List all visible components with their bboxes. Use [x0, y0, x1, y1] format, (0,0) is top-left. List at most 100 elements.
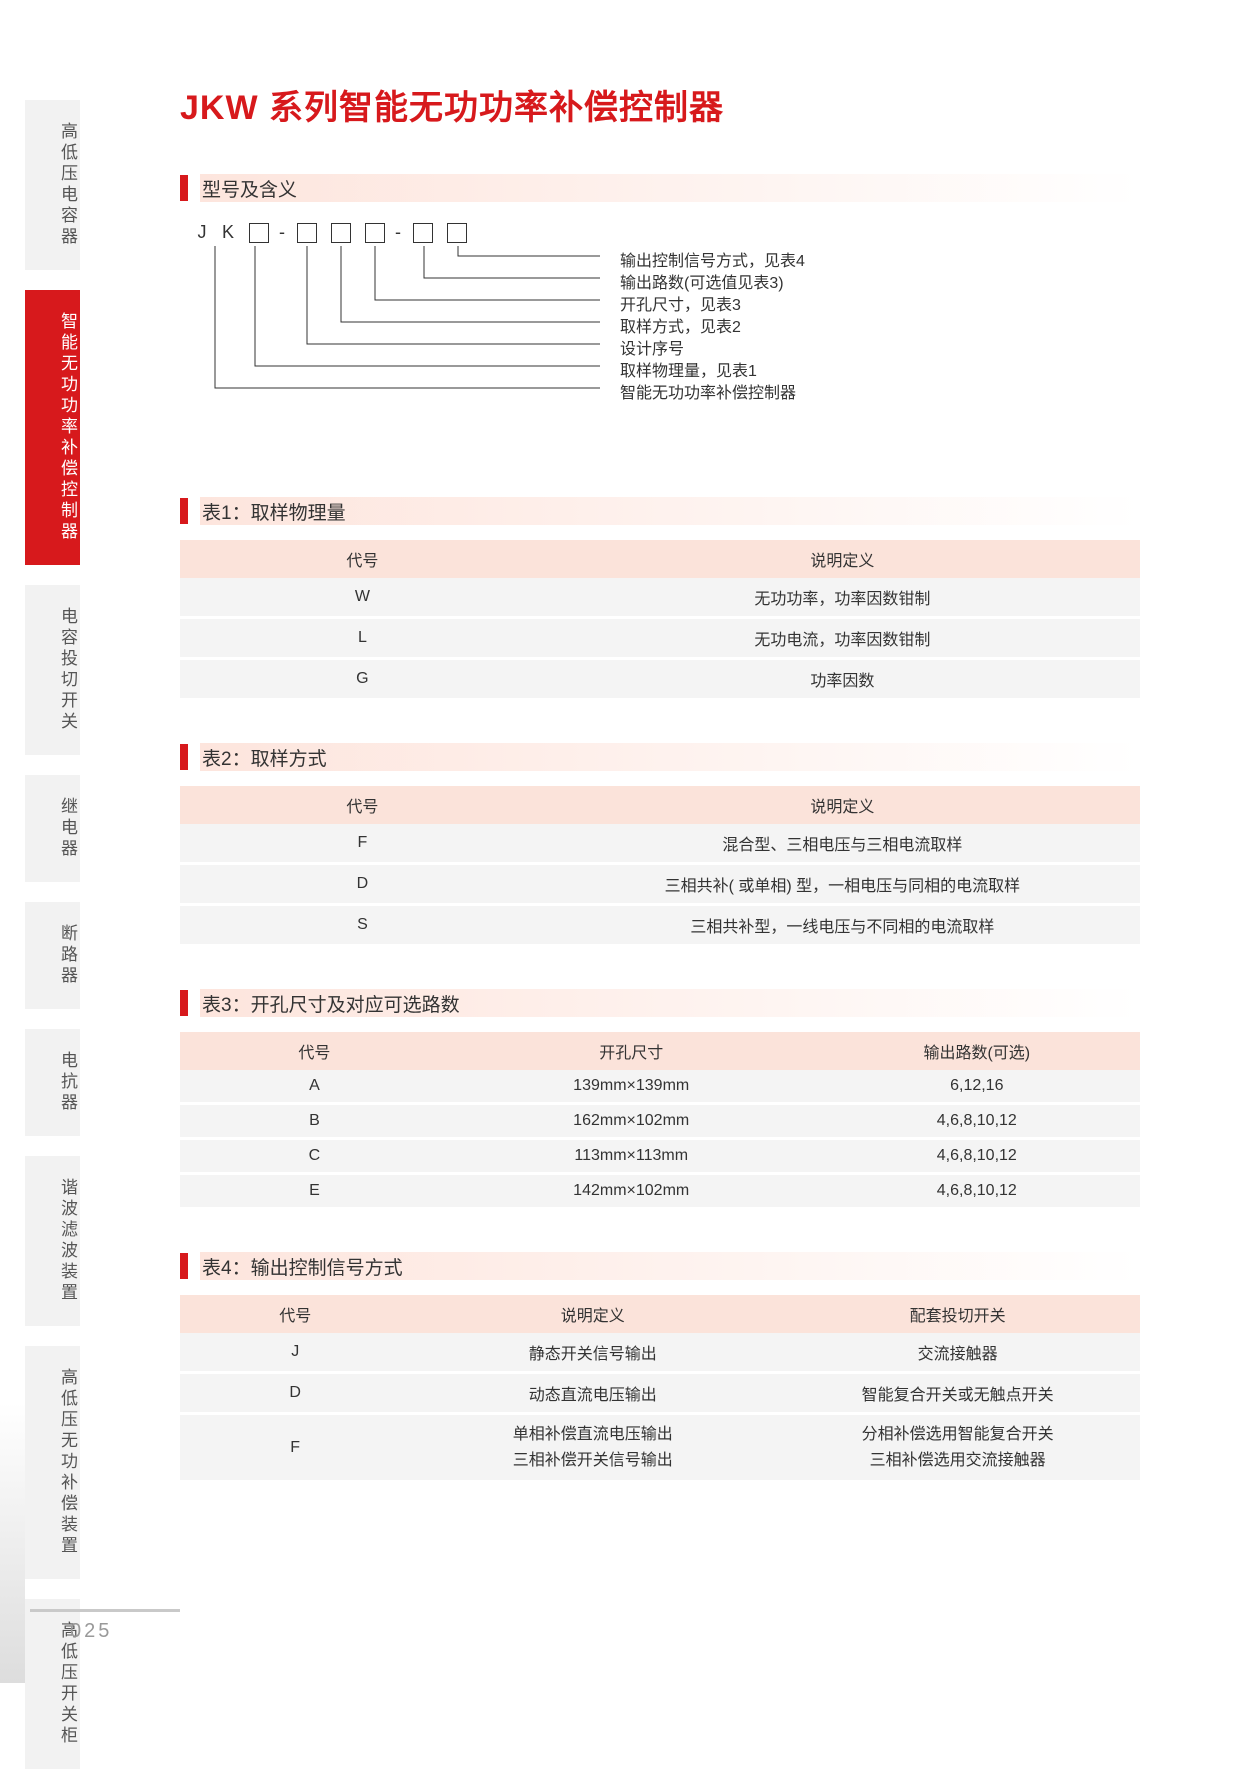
table-row: D三相共补( 或单相) 型，一相电压与同相的电流取样	[180, 864, 1140, 905]
sidebar-tab[interactable]: 智能无功功率补偿控制器	[25, 290, 80, 585]
heading-bar-icon	[180, 1253, 188, 1279]
table-row: W无功功率，功率因数钳制	[180, 578, 1140, 618]
table-cell: B	[180, 1104, 449, 1139]
table-cell: 三相共补( 或单相) 型，一相电压与同相的电流取样	[545, 864, 1140, 905]
table-cell: G	[180, 659, 545, 699]
table-cell: 4,6,8,10,12	[814, 1139, 1140, 1174]
table-cell: 分相补偿选用智能复合开关三相补偿选用交流接触器	[775, 1414, 1140, 1481]
table-cell: J	[180, 1333, 410, 1373]
model-placeholder-box	[331, 223, 351, 243]
model-placeholder-box	[249, 223, 269, 243]
table-row: J静态开关信号输出交流接触器	[180, 1333, 1140, 1373]
table-row: E142mm×102mm4,6,8,10,12	[180, 1174, 1140, 1208]
page-number: 025	[30, 1620, 180, 1643]
leader-label: 取样方式，见表2	[620, 313, 741, 337]
model-dash: -	[392, 222, 406, 243]
model-placeholder-box	[297, 223, 317, 243]
table-cell: 混合型、三相电压与三相电流取样	[545, 824, 1140, 864]
table-cell: 无功功率，功率因数钳制	[545, 578, 1140, 618]
table-cell: 功率因数	[545, 659, 1140, 699]
leader-label: 输出控制信号方式，见表4	[620, 247, 805, 271]
table-header: 说明定义	[410, 1295, 775, 1333]
section-heading-table3: 表3：开孔尺寸及对应可选路数	[180, 989, 1140, 1017]
sidebar-tab[interactable]: 继电器	[25, 775, 80, 902]
table-row: F单相补偿直流电压输出三相补偿开关信号输出分相补偿选用智能复合开关三相补偿选用交…	[180, 1414, 1140, 1481]
table-header: 说明定义	[545, 540, 1140, 578]
sidebar-tab[interactable]: 电容投切开关	[25, 585, 80, 775]
table3: 代号 开孔尺寸 输出路数(可选) A139mm×139mm6,12,16B162…	[180, 1032, 1140, 1207]
table-cell: D	[180, 1373, 410, 1414]
table-cell: L	[180, 618, 545, 659]
table-header: 开孔尺寸	[449, 1032, 814, 1070]
leader-label: 智能无功功率补偿控制器	[620, 379, 796, 403]
leader-label: 取样物理量，见表1	[620, 357, 757, 381]
model-placeholder-box	[365, 223, 385, 243]
table4: 代号 说明定义 配套投切开关 J静态开关信号输出交流接触器D动态直流电压输出智能…	[180, 1295, 1140, 1480]
model-placeholder-box	[413, 223, 433, 243]
table-row: D动态直流电压输出智能复合开关或无触点开关	[180, 1373, 1140, 1414]
heading-bar-icon	[180, 990, 188, 1016]
section-heading-table2: 表2：取样方式	[180, 743, 1140, 771]
table-cell: 6,12,16	[814, 1070, 1140, 1104]
table-cell: 无功电流，功率因数钳制	[545, 618, 1140, 659]
table-cell: 113mm×113mm	[449, 1139, 814, 1174]
heading-text: 表3：开孔尺寸及对应可选路数	[202, 990, 460, 1017]
table-header: 代号	[180, 786, 545, 824]
table-row: F混合型、三相电压与三相电流取样	[180, 824, 1140, 864]
model-dash: -	[276, 222, 290, 243]
leader-label: 输出路数(可选值见表3)	[620, 269, 784, 293]
heading-text: 型号及含义	[202, 175, 297, 202]
table-row: B162mm×102mm4,6,8,10,12	[180, 1104, 1140, 1139]
table-row: C113mm×113mm4,6,8,10,12	[180, 1139, 1140, 1174]
heading-bar-icon	[180, 498, 188, 524]
table-cell: 162mm×102mm	[449, 1104, 814, 1139]
heading-bar-icon	[180, 175, 188, 201]
model-char-k: K	[216, 222, 242, 243]
table2: 代号 说明定义 F混合型、三相电压与三相电流取样D三相共补( 或单相) 型，一相…	[180, 786, 1140, 944]
heading-text: 表2：取样方式	[202, 744, 327, 771]
table-cell: 4,6,8,10,12	[814, 1174, 1140, 1208]
table-header: 代号	[180, 540, 545, 578]
table-cell: F	[180, 1414, 410, 1481]
heading-text: 表4：输出控制信号方式	[202, 1253, 403, 1280]
section-heading-model: 型号及含义	[180, 174, 1140, 202]
table-cell: 142mm×102mm	[449, 1174, 814, 1208]
table-cell: C	[180, 1139, 449, 1174]
sidebar-tab[interactable]: 断路器	[25, 902, 80, 1029]
table-header: 输出路数(可选)	[814, 1032, 1140, 1070]
table-cell: D	[180, 864, 545, 905]
table-cell: 单相补偿直流电压输出三相补偿开关信号输出	[410, 1414, 775, 1481]
sidebar-tab[interactable]: 高低压无功补偿装置	[25, 1346, 80, 1599]
table-row: L无功电流，功率因数钳制	[180, 618, 1140, 659]
model-pattern-row: J K - -	[190, 222, 1140, 243]
sidebar-tab[interactable]: 谐波滤波装置	[25, 1156, 80, 1346]
sidebar-tab[interactable]: 高低压电容器	[25, 100, 80, 290]
leader-label: 设计序号	[620, 335, 684, 359]
leader-label: 开孔尺寸，见表3	[620, 291, 741, 315]
model-char-j: J	[190, 222, 216, 243]
model-placeholder-box	[447, 223, 467, 243]
page-title: JKW 系列智能无功功率补偿控制器	[180, 80, 1140, 129]
table-cell: F	[180, 824, 545, 864]
table-cell: A	[180, 1070, 449, 1104]
section-heading-table1: 表1：取样物理量	[180, 497, 1140, 525]
table-row: S三相共补型，一线电压与不同相的电流取样	[180, 905, 1140, 945]
leader-lines-svg	[190, 246, 610, 456]
page-number-wrap: 025	[30, 1609, 180, 1643]
table-cell: 静态开关信号输出	[410, 1333, 775, 1373]
table-cell: W	[180, 578, 545, 618]
table1: 代号 说明定义 W无功功率，功率因数钳制L无功电流，功率因数钳制G功率因数	[180, 540, 1140, 698]
table-cell: E	[180, 1174, 449, 1208]
table-header: 说明定义	[545, 786, 1140, 824]
table-cell: 交流接触器	[775, 1333, 1140, 1373]
sidebar-nav: 高低压电容器智能无功功率补偿控制器电容投切开关继电器断路器电抗器谐波滤波装置高低…	[0, 100, 80, 1789]
table-cell: 三相共补型，一线电压与不同相的电流取样	[545, 905, 1140, 945]
table-cell: 智能复合开关或无触点开关	[775, 1373, 1140, 1414]
table-row: A139mm×139mm6,12,16	[180, 1070, 1140, 1104]
table-header: 配套投切开关	[775, 1295, 1140, 1333]
table-cell: 4,6,8,10,12	[814, 1104, 1140, 1139]
table-cell: S	[180, 905, 545, 945]
heading-bar-icon	[180, 744, 188, 770]
model-number-diagram: J K - - 输出控制信号方式，见表4 输出路数(可选值见表3) 开孔	[190, 222, 1140, 452]
sidebar-tab[interactable]: 电抗器	[25, 1029, 80, 1156]
